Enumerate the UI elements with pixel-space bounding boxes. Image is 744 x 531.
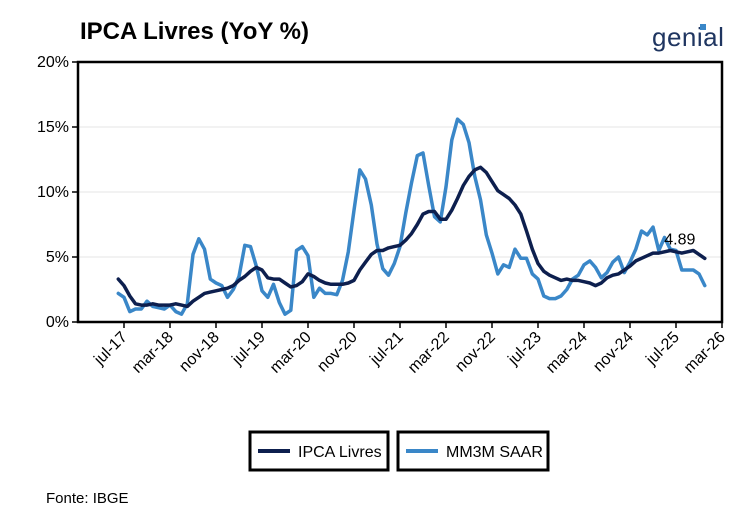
legend-item-mm3m-saar: MM3M SAAR <box>446 444 543 461</box>
x-tick-label: mar-22 <box>405 329 453 377</box>
y-axis: 0% 5% 10% 15% 20% <box>37 54 78 331</box>
y-tick-label: 15% <box>37 119 69 136</box>
x-tick-label: nov-24 <box>590 329 637 376</box>
grid-lines <box>78 61 722 323</box>
x-tick-label: mar-18 <box>129 329 177 377</box>
y-tick-label: 10% <box>37 184 69 201</box>
legend-box <box>396 430 550 472</box>
source-note: Fonte: IBGE <box>46 490 129 507</box>
legend: IPCA Livres MM3M SAAR <box>248 430 550 472</box>
legend-item-ipca-livres: IPCA Livres <box>298 444 382 461</box>
last-value-label: 4.89 <box>664 231 695 248</box>
x-tick-label: jul-23 <box>504 329 544 369</box>
x-tick-label: nov-18 <box>176 329 223 376</box>
x-tick-label: mar-26 <box>681 329 729 377</box>
y-tick-label: 5% <box>46 249 69 266</box>
y-tick-label: 0% <box>46 314 69 331</box>
chart-title: IPCA Livres (YoY %) <box>80 18 309 45</box>
x-tick-label: jul-19 <box>228 329 268 369</box>
series-line-mm3m-saar <box>116 117 707 316</box>
y-tick-label: 20% <box>37 54 69 71</box>
x-tick-label: mar-20 <box>267 329 315 377</box>
x-tick-label: jul-17 <box>90 329 130 369</box>
x-tick-label: nov-22 <box>452 329 499 376</box>
x-tick-label: nov-20 <box>314 329 361 376</box>
genial-logo: genial <box>652 22 725 52</box>
series-lines <box>116 117 707 316</box>
x-tick-label: jul-25 <box>642 329 682 369</box>
x-tick-label: jul-21 <box>366 329 406 369</box>
x-tick-label: mar-24 <box>543 329 591 377</box>
legend-box <box>248 430 390 472</box>
series-line-ipca-livres <box>116 165 707 309</box>
annotations: 4.89 <box>664 231 695 248</box>
logo-accent-icon <box>700 24 706 30</box>
